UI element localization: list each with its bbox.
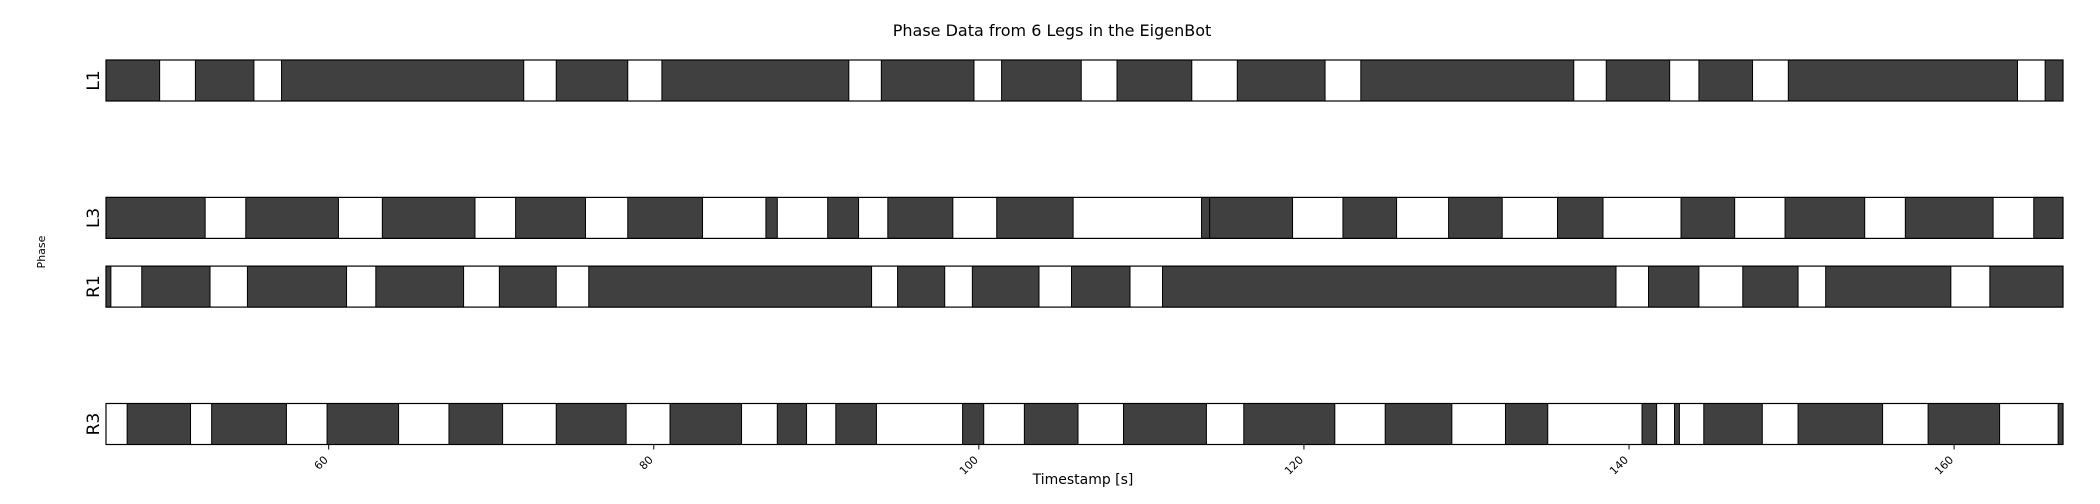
stance-segment <box>375 265 465 308</box>
stance-segment <box>2057 403 2064 445</box>
stance-segment <box>1023 403 1079 445</box>
stance-segment <box>194 59 255 102</box>
stance-segment <box>1825 265 1952 308</box>
stance-segment <box>1162 265 1617 308</box>
stance-segment <box>1605 59 1671 102</box>
leg-bands: L1 L3 R1 R3 <box>84 59 2064 446</box>
stance-segment <box>1703 403 1763 445</box>
leg-label: L1 <box>84 70 104 90</box>
stance-segment <box>246 265 348 308</box>
leg-row-r1: R1 <box>84 265 2064 308</box>
leg-label: R3 <box>84 413 104 436</box>
stance-segment <box>1243 403 1336 445</box>
stance-segment <box>245 196 339 239</box>
stance-segment <box>897 265 946 308</box>
row-frame <box>105 59 2064 102</box>
stance-segment <box>126 403 192 445</box>
stance-segment <box>887 196 954 239</box>
stance-segment <box>1674 403 1680 445</box>
stance-segment <box>1784 196 1866 239</box>
stance-segment <box>1123 403 1207 445</box>
stance-segment <box>1070 265 1131 308</box>
stance-segment <box>880 59 975 102</box>
stance-segment <box>381 196 476 239</box>
x-tick-label: 60 <box>312 453 331 472</box>
stance-segment <box>971 265 1040 308</box>
swing-background <box>106 403 2063 445</box>
stance-segment <box>1236 59 1326 102</box>
stance-segment <box>962 403 985 445</box>
stance-segment <box>1504 403 1549 445</box>
stance-segment <box>1742 265 1799 308</box>
stance-segment <box>105 265 112 308</box>
stance-segment <box>1556 196 1604 239</box>
stance-segment <box>498 265 557 308</box>
y-axis-label: Phase <box>35 235 48 268</box>
stance-segment <box>326 403 400 445</box>
stance-segment <box>1698 59 1754 102</box>
x-axis-ticks: 60 80 100 120 140 160 <box>312 444 1956 477</box>
stance-segment <box>448 403 504 445</box>
chart-title: Phase Data from 6 Legs in the EigenBot <box>893 21 1212 40</box>
stance-segment <box>996 196 1074 239</box>
stance-segment <box>1927 403 2001 445</box>
x-tick-label: 80 <box>637 453 656 472</box>
stance-segment <box>555 403 627 445</box>
leg-label: R1 <box>84 275 104 298</box>
stance-segment <box>2044 59 2064 102</box>
stance-segment <box>588 265 873 308</box>
row-frame <box>105 402 2064 446</box>
stance-segment <box>1201 196 1211 239</box>
leg-row-l1: L1 <box>84 59 2064 102</box>
x-tick-label: 120 <box>1282 453 1306 477</box>
stance-segment <box>1641 403 1658 445</box>
stance-segment <box>1797 403 1884 445</box>
stance-segment <box>776 403 808 445</box>
stance-segment <box>827 196 860 239</box>
stance-segment <box>211 403 287 445</box>
stance-segment <box>1360 59 1575 102</box>
stance-segment <box>105 59 161 102</box>
stance-segment <box>1648 265 1700 308</box>
stance-segment <box>281 59 525 102</box>
leg-row-l3: L3 <box>84 196 2064 239</box>
stance-segment <box>1209 196 1294 239</box>
stance-segment <box>1680 196 1736 239</box>
stance-segment <box>1384 403 1453 445</box>
stance-segment <box>1342 196 1398 239</box>
stance-segment <box>1448 196 1503 239</box>
stance-segment <box>661 59 850 102</box>
x-tick-label: 100 <box>957 453 981 477</box>
stance-segment <box>1116 59 1193 102</box>
stance-segment <box>105 196 206 239</box>
leg-row-r3: R3 <box>84 402 2064 446</box>
row-frame <box>105 196 2064 239</box>
stance-segment <box>1904 196 1994 239</box>
x-tick-label: 160 <box>1932 453 1956 477</box>
stance-segment <box>1989 265 2064 308</box>
stance-segment <box>627 196 704 239</box>
row-frame <box>105 265 2064 308</box>
leg-label: L3 <box>84 208 104 228</box>
stance-segment <box>141 265 211 308</box>
stance-segment <box>555 59 629 102</box>
stance-segment <box>835 403 877 445</box>
x-tick-label: 140 <box>1607 453 1631 477</box>
stance-segment <box>669 403 743 445</box>
stance-segment <box>2033 196 2064 239</box>
x-axis-label: Timestamp [s] <box>1032 472 1134 488</box>
stance-segment <box>1001 59 1082 102</box>
stance-segment <box>1787 59 2018 102</box>
stance-segment <box>515 196 586 239</box>
stance-segment <box>765 196 778 239</box>
